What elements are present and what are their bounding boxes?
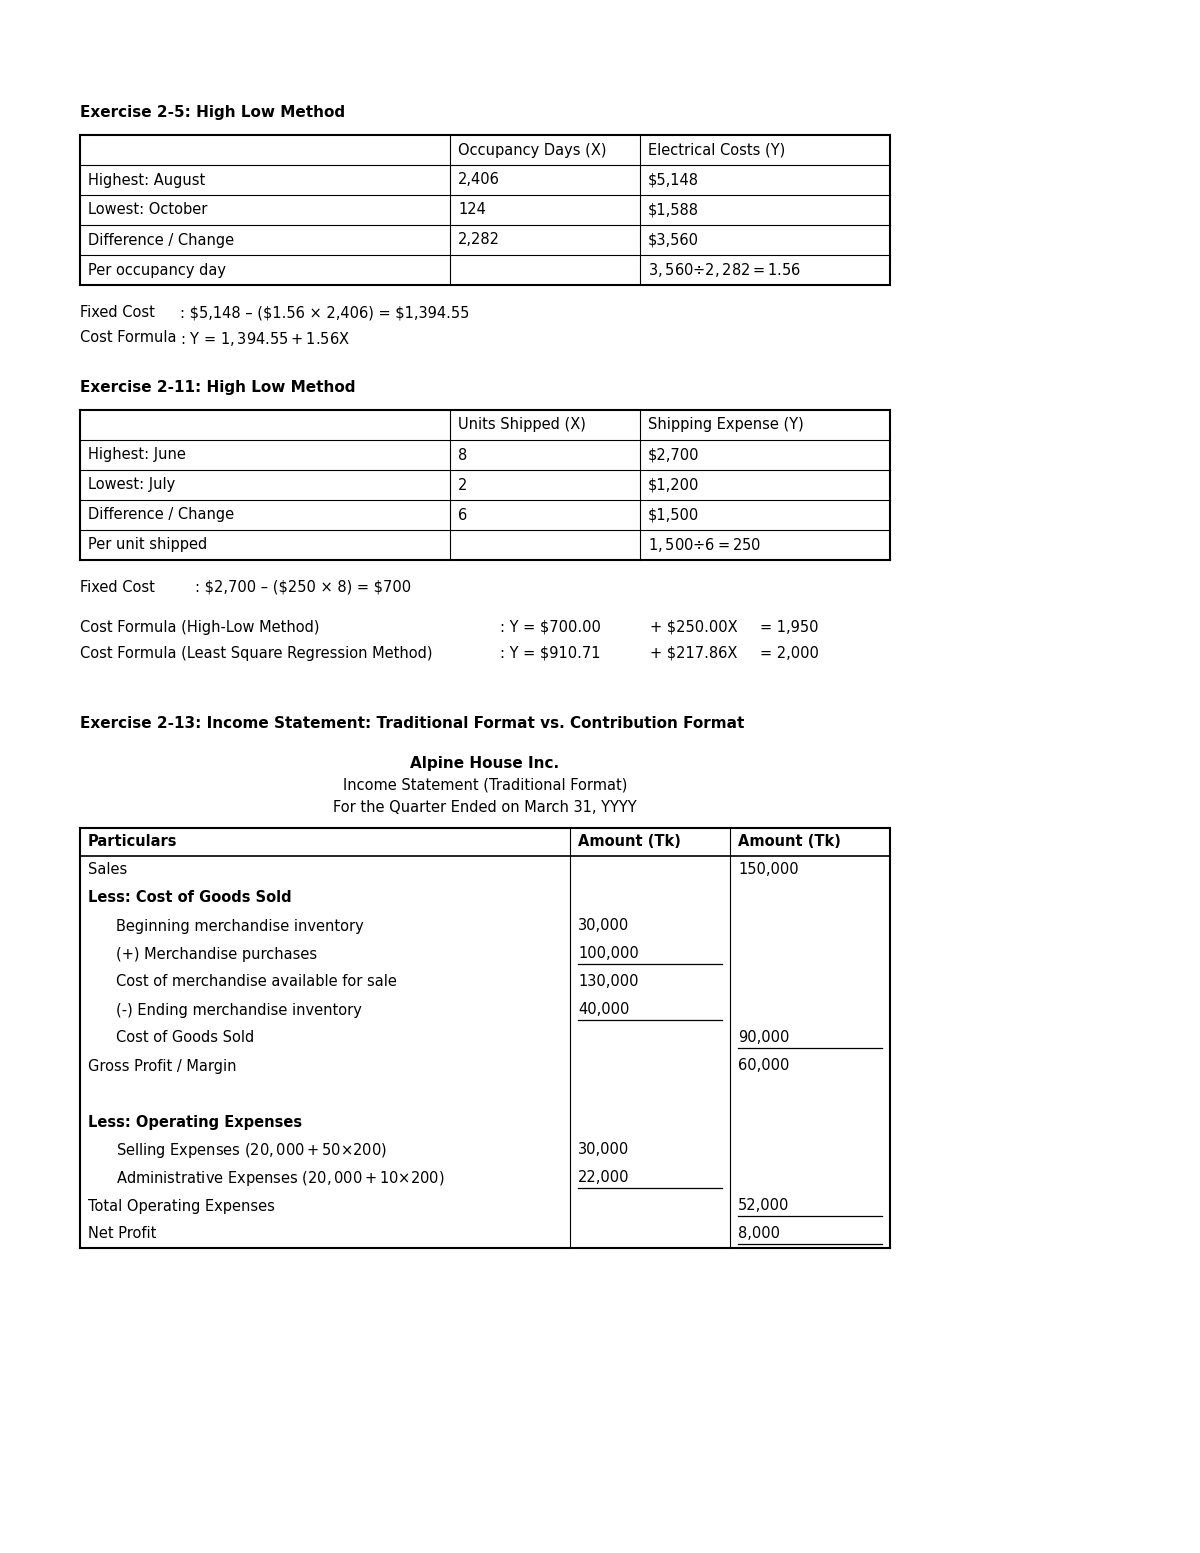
Text: $2,700: $2,700 xyxy=(648,447,700,463)
Text: 90,000: 90,000 xyxy=(738,1031,790,1045)
Text: Exercise 2-13: Income Statement: Traditional Format vs. Contribution Format: Exercise 2-13: Income Statement: Traditi… xyxy=(80,716,744,731)
Text: Cost Formula: Cost Formula xyxy=(80,329,176,345)
Text: Exercise 2-5: High Low Method: Exercise 2-5: High Low Method xyxy=(80,106,346,120)
Text: 124: 124 xyxy=(458,202,486,217)
Text: Less: Operating Expenses: Less: Operating Expenses xyxy=(88,1115,302,1129)
Text: Fixed Cost: Fixed Cost xyxy=(80,304,155,320)
Text: Beginning merchandise inventory: Beginning merchandise inventory xyxy=(116,918,364,933)
Text: Cost Formula (High-Low Method): Cost Formula (High-Low Method) xyxy=(80,620,319,635)
Text: 2: 2 xyxy=(458,477,467,492)
Text: Difference / Change: Difference / Change xyxy=(88,508,234,522)
Text: 100,000: 100,000 xyxy=(578,946,638,961)
Text: 22,000: 22,000 xyxy=(578,1171,630,1185)
Text: $3,560 ÷ 2,282 = $1.56: $3,560 ÷ 2,282 = $1.56 xyxy=(648,261,802,280)
Text: = 1,950: = 1,950 xyxy=(760,620,818,635)
Text: 60,000: 60,000 xyxy=(738,1059,790,1073)
Text: : Y = $910.71: : Y = $910.71 xyxy=(500,646,600,662)
Text: 8,000: 8,000 xyxy=(738,1227,780,1241)
Text: Net Profit: Net Profit xyxy=(88,1227,156,1241)
Text: $1,500 ÷ 6 = $250: $1,500 ÷ 6 = $250 xyxy=(648,536,761,554)
Text: + $250.00X: + $250.00X xyxy=(650,620,738,635)
Text: : Y = $1,394.55 + $1.56X: : Y = $1,394.55 + $1.56X xyxy=(180,329,350,348)
Text: Lowest: July: Lowest: July xyxy=(88,477,175,492)
Text: For the Quarter Ended on March 31, YYYY: For the Quarter Ended on March 31, YYYY xyxy=(334,800,637,815)
Text: Electrical Costs (Y): Electrical Costs (Y) xyxy=(648,143,785,157)
Text: Per occupancy day: Per occupancy day xyxy=(88,262,226,278)
Text: Income Statement (Traditional Format): Income Statement (Traditional Format) xyxy=(343,778,628,794)
Text: 52,000: 52,000 xyxy=(738,1199,790,1213)
Text: $5,148: $5,148 xyxy=(648,172,698,188)
Text: Cost of merchandise available for sale: Cost of merchandise available for sale xyxy=(116,974,397,989)
Text: + $217.86X: + $217.86X xyxy=(650,646,737,662)
Text: Cost Formula (Least Square Regression Method): Cost Formula (Least Square Regression Me… xyxy=(80,646,432,662)
Text: (+) Merchandise purchases: (+) Merchandise purchases xyxy=(116,946,317,961)
Text: 150,000: 150,000 xyxy=(738,862,799,877)
Text: Total Operating Expenses: Total Operating Expenses xyxy=(88,1199,275,1213)
Text: Cost of Goods Sold: Cost of Goods Sold xyxy=(116,1031,254,1045)
Text: : Y = $700.00: : Y = $700.00 xyxy=(500,620,601,635)
Text: (-) Ending merchandise inventory: (-) Ending merchandise inventory xyxy=(116,1003,362,1017)
Text: = 2,000: = 2,000 xyxy=(760,646,818,662)
Text: 40,000: 40,000 xyxy=(578,1003,629,1017)
Text: $1,200: $1,200 xyxy=(648,477,700,492)
Text: : $2,700 – ($250 × 8) = $700: : $2,700 – ($250 × 8) = $700 xyxy=(194,579,412,595)
Text: : $5,148 – ($1.56 × 2,406) = $1,394.55: : $5,148 – ($1.56 × 2,406) = $1,394.55 xyxy=(180,304,469,320)
Text: Occupancy Days (X): Occupancy Days (X) xyxy=(458,143,606,157)
Text: Highest: June: Highest: June xyxy=(88,447,186,463)
Text: Per unit shipped: Per unit shipped xyxy=(88,537,208,553)
Text: Less: Cost of Goods Sold: Less: Cost of Goods Sold xyxy=(88,890,292,905)
Text: Units Shipped (X): Units Shipped (X) xyxy=(458,418,586,432)
Text: Exercise 2-11: High Low Method: Exercise 2-11: High Low Method xyxy=(80,380,355,394)
Text: Amount (Tk): Amount (Tk) xyxy=(738,834,841,849)
Text: Gross Profit / Margin: Gross Profit / Margin xyxy=(88,1059,236,1073)
Text: Lowest: October: Lowest: October xyxy=(88,202,208,217)
Text: $3,560: $3,560 xyxy=(648,233,698,247)
Text: $1,500: $1,500 xyxy=(648,508,700,522)
Text: Difference / Change: Difference / Change xyxy=(88,233,234,247)
Text: 130,000: 130,000 xyxy=(578,974,638,989)
Text: 30,000: 30,000 xyxy=(578,918,629,933)
Text: Particulars: Particulars xyxy=(88,834,178,849)
Text: 8: 8 xyxy=(458,447,467,463)
Text: Fixed Cost: Fixed Cost xyxy=(80,579,155,595)
Text: 2,406: 2,406 xyxy=(458,172,500,188)
Text: 6: 6 xyxy=(458,508,467,522)
Text: 2,282: 2,282 xyxy=(458,233,500,247)
Text: Alpine House Inc.: Alpine House Inc. xyxy=(410,756,559,770)
Text: 30,000: 30,000 xyxy=(578,1143,629,1157)
Text: Highest: August: Highest: August xyxy=(88,172,205,188)
Text: Sales: Sales xyxy=(88,862,127,877)
Text: Amount (Tk): Amount (Tk) xyxy=(578,834,680,849)
Text: Selling Expenses ($20,000 + $50×200): Selling Expenses ($20,000 + $50×200) xyxy=(116,1140,386,1160)
Text: $1,588: $1,588 xyxy=(648,202,698,217)
Text: Administrative Expenses ($20,000 + $10×200): Administrative Expenses ($20,000 + $10×2… xyxy=(116,1168,444,1188)
Text: Shipping Expense (Y): Shipping Expense (Y) xyxy=(648,418,804,432)
